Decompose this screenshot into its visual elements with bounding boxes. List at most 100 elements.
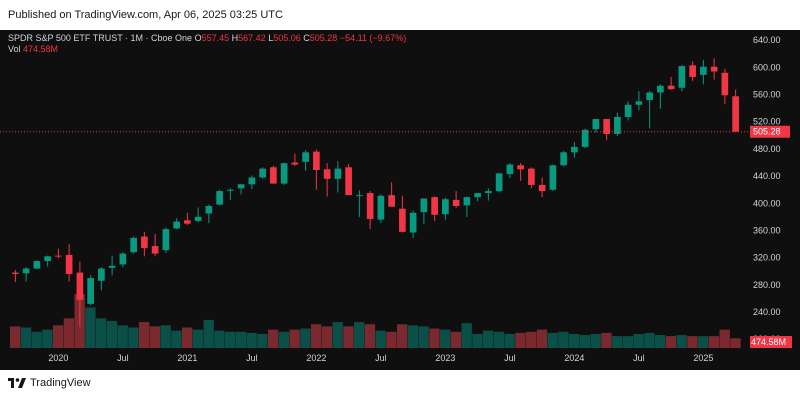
candle [216,189,223,206]
candle-body [452,199,460,207]
candle [366,191,374,230]
candle [592,119,600,133]
volume-bar [440,329,451,348]
axis-layer: 200.00240.00280.00320.00360.00400.00440.… [48,35,792,363]
x-tick-label: Jul [375,353,387,363]
candle-body [33,261,41,269]
volume-bar [321,326,333,348]
candle [76,261,84,327]
candle-body [485,191,492,194]
candle [227,188,234,200]
candle-body [528,168,535,185]
last-volume-label: 474.58M [751,337,786,347]
candle-body [173,221,180,229]
candle [280,162,288,185]
volume-bar [472,333,483,348]
volume-bar [730,338,741,348]
volume-bar [622,336,634,348]
footer-bar: TradingView [0,370,800,400]
candle [667,76,675,90]
volume-bar [493,331,505,348]
volume-bar [106,321,118,348]
candle [323,163,331,197]
candle [517,163,524,181]
volume-bar [96,318,107,348]
candle [409,210,417,238]
volume-bar [450,331,462,348]
volume-bar [644,332,655,348]
volume-bar [504,333,515,348]
candlestick-chart[interactable]: 200.00240.00280.00320.00360.00400.00440.… [0,30,800,370]
candle [657,84,664,109]
candle-body [302,152,309,162]
y-tick-label: 400.00 [753,198,781,208]
candle-body [141,236,148,249]
volume-bar [364,324,376,348]
volume-bar [128,327,139,348]
volume-legend[interactable]: Vol 474.58M [8,44,58,54]
volume-bar [289,329,300,348]
candle [603,119,610,141]
candle-body [571,146,578,153]
candle [614,112,621,137]
candle-body [474,193,481,198]
volume-bar [10,326,21,348]
candle-body [700,66,707,75]
candle [194,207,202,223]
candle [420,198,428,225]
header-bar: Published on TradingView.com, Apr 06, 20… [0,0,800,30]
candle-body [205,206,213,214]
candle-body [356,195,363,197]
candle-body [420,198,428,213]
volume-bar [332,322,343,348]
candle [538,177,546,198]
candle [560,150,567,167]
close-label: C [303,33,310,43]
volume-bar [536,329,548,348]
candle [377,194,385,223]
candle-body [495,173,503,192]
candle-body [614,116,621,134]
x-tick-label: Jul [633,353,645,363]
volume-bar [526,331,537,348]
candle-body [65,254,73,274]
volume-layer [10,294,741,348]
volume-bar [407,325,419,348]
candle-body [259,168,266,178]
candle [141,231,148,257]
candle [700,59,707,85]
candle-body [345,167,352,196]
y-tick-label: 520.00 [753,117,781,127]
candle [678,65,686,92]
candle [463,196,471,217]
volume-bar [461,323,472,348]
candle-body [270,167,277,184]
chart-area[interactable]: 200.00240.00280.00320.00360.00400.00440.… [0,30,800,370]
candle-body [538,184,546,192]
symbol-legend[interactable]: SPDR S&P 500 ETF TRUST · 1M · Cboe One O… [8,33,406,43]
x-tick-label: 2024 [564,353,584,363]
candle-body [237,184,245,189]
y-tick-label: 440.00 [753,171,781,181]
last-price-badge [750,125,790,138]
high-label: H [231,33,239,43]
candle [528,167,535,189]
y-tick-label: 360.00 [753,225,781,235]
candle-body [377,195,385,220]
tradingview-brand[interactable]: TradingView [8,377,91,389]
volume-bar [171,330,182,348]
candle-body [603,119,610,134]
symbol-name[interactable]: SPDR S&P 500 ETF TRUST · 1M · Cboe One [8,33,193,43]
candle [689,61,696,81]
volume-bar [558,331,569,348]
candle-body [227,189,234,191]
tradingview-logo-icon [8,378,26,388]
volume-bar [42,329,53,348]
volume-bar [429,328,440,348]
candle [646,91,653,129]
volume-bar [418,326,429,348]
candle-body [549,165,557,190]
x-tick-label: 2022 [306,353,326,363]
candle-body [624,104,632,117]
